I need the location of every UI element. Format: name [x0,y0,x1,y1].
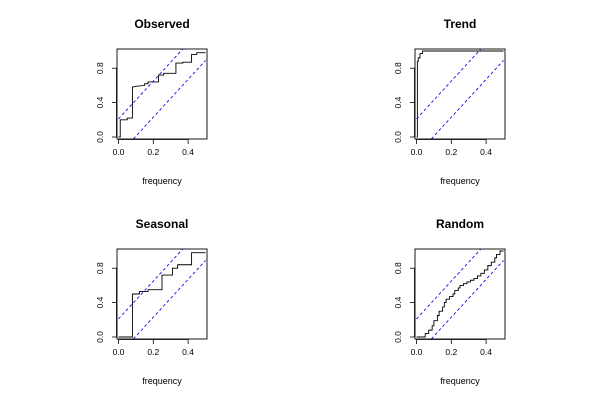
x-tick-label: 0.2 [147,147,159,157]
confidence-band-line [416,249,482,320]
confidence-band-line [416,49,482,120]
chart-title: Seasonal [136,217,189,231]
cumulative-periodogram-line [118,252,206,338]
chart-title: Random [436,217,484,231]
y-tick-label: 0.0 [95,331,105,343]
x-axis: 0.0 0.2 0.4 [113,139,194,157]
x-tick-label: 0.0 [411,347,423,357]
confidence-band-line [132,60,206,139]
chart-panel-3: Seasonal 0.0 0.2 0.4 0.0 0.4 0.8 frequency [95,217,208,386]
y-tick-label: 0.0 [95,131,105,143]
x-tick-label: 0.0 [113,147,125,157]
x-tick-label: 0.0 [411,147,423,157]
x-axis-label: frequency [142,176,182,186]
series-group [118,49,206,139]
chart-panel-2: Trend 0.0 0.2 0.4 0.0 0.4 0.8 frequency [393,17,506,186]
y-axis: 0.0 0.4 0.8 [393,262,415,343]
x-axis-label: frequency [142,376,182,386]
confidence-band-line [118,249,184,320]
series-group [118,249,206,339]
plot-frame [116,248,208,340]
confidence-band-line [430,260,504,339]
x-axis-label: frequency [440,176,480,186]
x-tick-label: 0.4 [480,147,492,157]
chart-panel-1: Observed 0.0 0.2 0.4 0.0 0.4 0.8 frequency [95,17,208,186]
plot-frame [414,48,506,140]
y-axis: 0.0 0.4 0.8 [95,62,117,143]
x-tick-label: 0.4 [182,347,194,357]
y-tick-label: 0.8 [393,62,403,74]
y-tick-label: 0.8 [393,262,403,274]
x-axis: 0.0 0.2 0.4 [411,139,492,157]
x-tick-label: 0.0 [113,347,125,357]
y-axis: 0.0 0.4 0.8 [393,62,415,143]
confidence-band-line [430,60,504,139]
x-tick-label: 0.2 [445,147,457,157]
y-axis: 0.0 0.4 0.8 [95,262,117,343]
series-group [416,249,504,339]
x-tick-label: 0.2 [445,347,457,357]
x-tick-label: 0.2 [147,347,159,357]
x-axis: 0.0 0.2 0.4 [113,339,194,357]
plot-frame [116,48,208,140]
y-tick-label: 0.4 [95,96,105,108]
y-tick-label: 0.0 [393,331,403,343]
cumulative-periodogram-line [416,250,504,338]
x-axis-label: frequency [440,376,480,386]
chart-title: Observed [134,17,189,31]
chart-panel-4: Random 0.0 0.2 0.4 0.0 0.4 0.8 frequency [393,217,506,386]
plot-frame [414,248,506,340]
y-tick-label: 0.4 [95,296,105,308]
cumulative-periodogram-line [118,52,206,138]
y-tick-label: 0.8 [95,62,105,74]
y-tick-label: 0.4 [393,96,403,108]
x-axis: 0.0 0.2 0.4 [411,339,492,357]
x-tick-label: 0.4 [480,347,492,357]
y-tick-label: 0.8 [95,262,105,274]
chart-title: Trend [444,17,477,31]
x-tick-label: 0.4 [182,147,194,157]
cumulative-periodogram-line [416,50,504,138]
confidence-band-line [132,260,206,339]
confidence-band-line [118,49,184,120]
series-group [416,49,504,139]
y-tick-label: 0.4 [393,296,403,308]
y-tick-label: 0.0 [393,131,403,143]
